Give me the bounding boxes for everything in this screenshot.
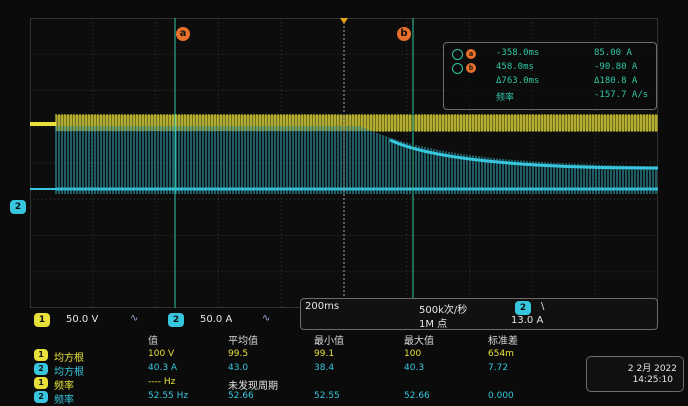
ch2-badge: 2 (34, 391, 48, 403)
trigger-channel-badge[interactable]: 2 (515, 301, 531, 315)
header-value: 值 (148, 336, 158, 347)
table-row: 2 均方根 40.3 A 43.0 38.4 40.3 7.72 (30, 363, 582, 378)
cursor-ring-icon (452, 49, 463, 60)
time: 14:25:10 (632, 375, 673, 385)
ch1-badge: 1 (34, 377, 48, 389)
cursor-readout-panel[interactable]: a -358.0ms 85.00 A b 458.0ms -90.80 A Δ7… (443, 42, 657, 110)
header-mean: 平均值 (228, 336, 258, 347)
cursor-b-dot: b (466, 63, 476, 73)
ch1-coupling-icon: ∿ (130, 313, 139, 324)
table-row: 1 频率 ---- Hz 未发现周期 (30, 377, 582, 392)
channel-scale-bar: 1 50.0 V ∿ 2 50.0 A ∿ (30, 310, 298, 330)
cursor-b-marker[interactable]: b (397, 27, 411, 41)
measurements-table[interactable]: 值 平均值 最小值 最大值 标准差 1 均方根 100 V 99.5 99.1 … (30, 332, 582, 406)
cursor-ring-icon (452, 63, 463, 74)
cursor-readout-row-a: a -358.0ms 85.00 A (444, 48, 656, 61)
table-row: 2 频率 52.55 Hz 52.66 52.55 52.66 0.000 (30, 391, 582, 406)
cursor-readout-row-delta: Δ763.0ms Δ180.8 A (496, 76, 638, 86)
trigger-slope-icon: \ (541, 301, 545, 312)
ch2-badge[interactable]: 2 (168, 313, 184, 327)
cursor-a-marker[interactable]: a (176, 27, 190, 41)
ch2-trace (30, 126, 658, 194)
ch2-offset-marker[interactable]: 2 (10, 200, 26, 214)
sample-rate: 500k次/秒 (419, 305, 468, 316)
header-max: 最大值 (404, 336, 434, 347)
ch2-badge: 2 (34, 363, 48, 375)
ch1-badge[interactable]: 1 (34, 313, 50, 327)
ch1-scale[interactable]: 50.0 V (66, 314, 99, 325)
table-row: 1 均方根 100 V 99.5 99.1 100 654m (30, 349, 582, 364)
horizontal-scale[interactable]: 200ms (305, 301, 340, 312)
date-month-year: 2月 2022 (636, 364, 678, 374)
ch2-coupling-icon: ∿ (262, 313, 271, 324)
trigger-position-marker (340, 18, 348, 24)
ch1-badge: 1 (34, 349, 48, 361)
header-stddev: 标准差 (488, 336, 518, 347)
timebase-panel[interactable]: 200ms 500k次/秒 1M 点 2 \ 13.0 A (300, 298, 658, 330)
cursor-readout-row-b: b 458.0ms -90.80 A (444, 62, 656, 75)
cursor-readout-row-rate: 频率 -157.7 A/s (496, 90, 649, 103)
header-min: 最小值 (314, 336, 344, 347)
date-time-display: 2 2月 2022 14:25:10 (586, 356, 684, 392)
ch2-scale[interactable]: 50.0 A (200, 314, 233, 325)
date-day: 2 (627, 364, 634, 374)
cursor-a-dot: a (466, 49, 476, 59)
trigger-level[interactable]: 13.0 A (511, 315, 544, 326)
record-length: 1M 点 (419, 319, 448, 330)
